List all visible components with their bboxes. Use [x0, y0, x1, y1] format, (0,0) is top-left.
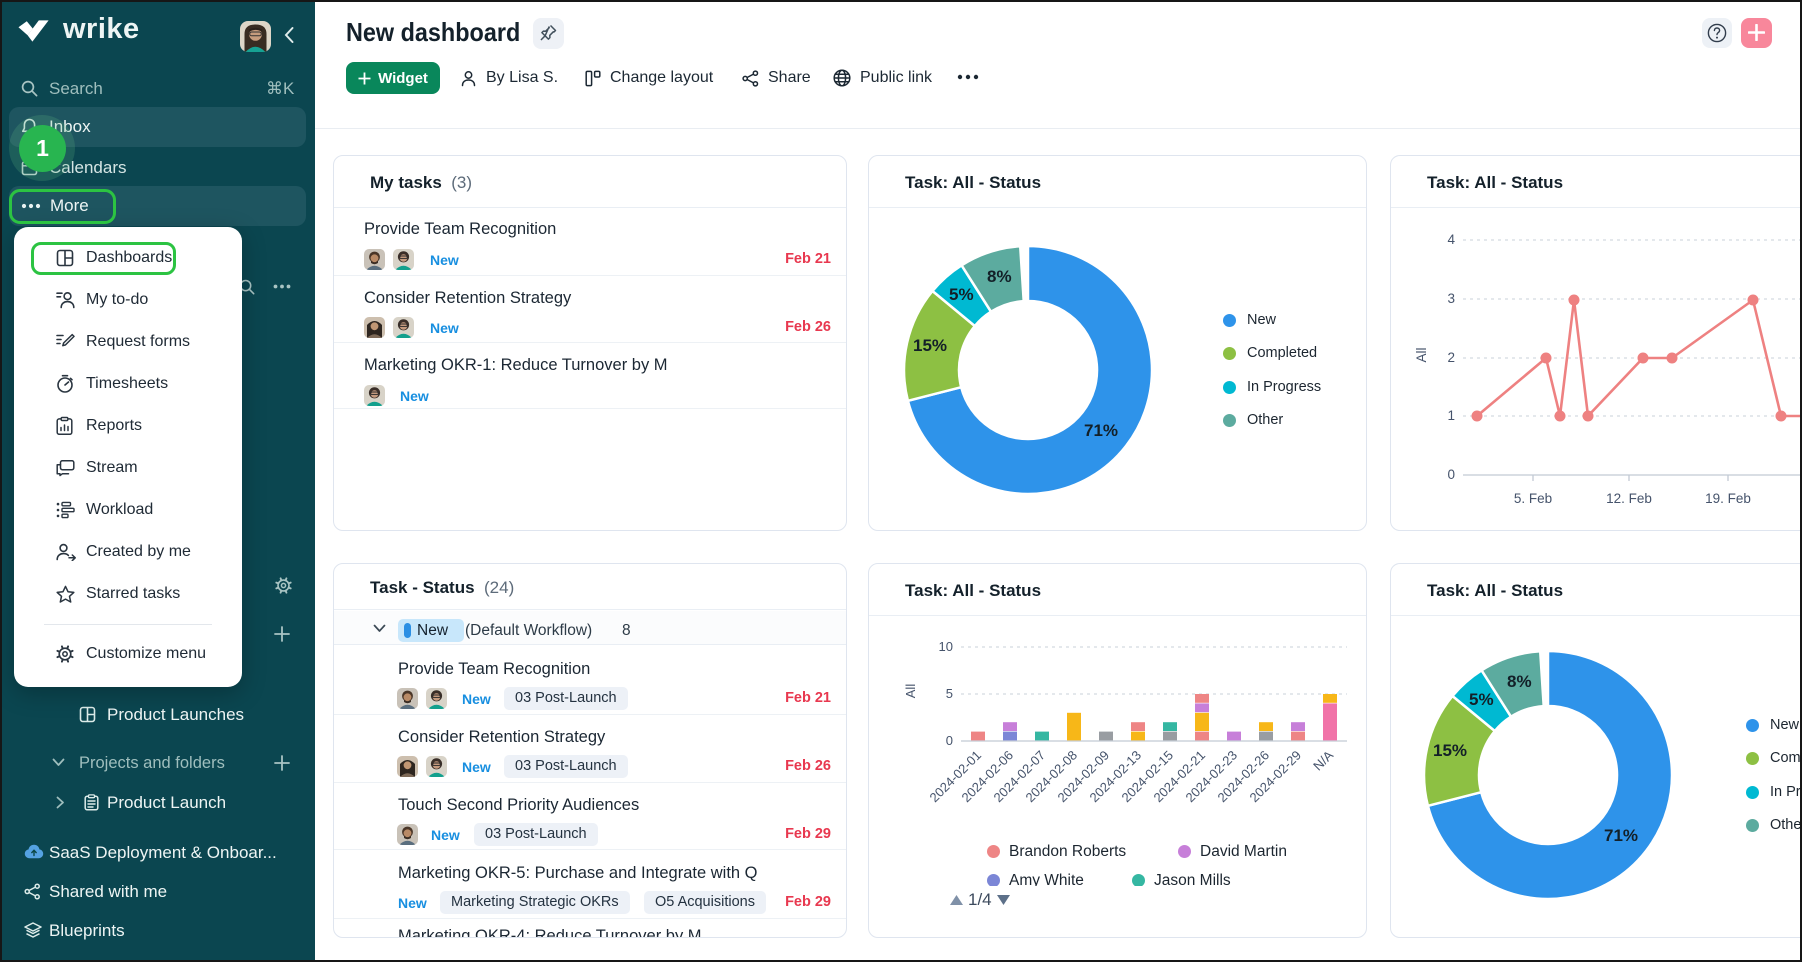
svg-text:19. Feb: 19. Feb: [1705, 491, 1751, 506]
svg-text:All: All: [903, 684, 918, 699]
svg-text:0: 0: [946, 733, 953, 748]
svg-text:1: 1: [1447, 408, 1455, 423]
svg-text:All: All: [1414, 347, 1429, 362]
svg-text:5. Feb: 5. Feb: [1514, 491, 1552, 506]
svg-text:N/A: N/A: [1310, 747, 1336, 773]
svg-text:12. Feb: 12. Feb: [1606, 491, 1652, 506]
svg-text:5: 5: [946, 686, 953, 701]
svg-text:3: 3: [1447, 291, 1455, 306]
svg-text:2: 2: [1447, 350, 1455, 365]
svg-text:10: 10: [939, 639, 953, 654]
svg-text:0: 0: [1447, 467, 1455, 482]
svg-text:4: 4: [1447, 232, 1455, 247]
